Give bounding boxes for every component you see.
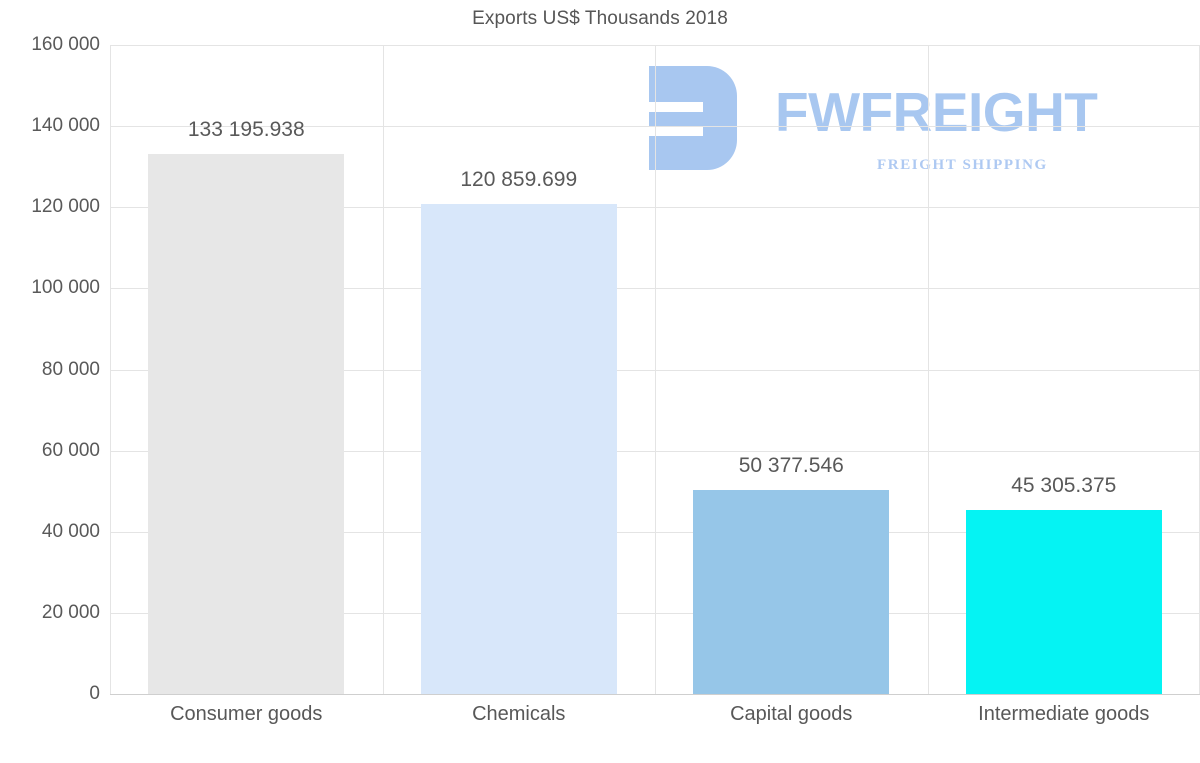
- bar-consumer-goods[interactable]: [148, 153, 345, 694]
- y-axis-tick-label: 40 000: [41, 520, 100, 542]
- y-axis-tick-label: 160 000: [31, 34, 100, 55]
- bar-intermediate-goods[interactable]: [965, 510, 1162, 694]
- gridline-horizontal: [110, 694, 1200, 695]
- y-axis-tick-label: 140 000: [31, 115, 100, 137]
- bar-capital-goods[interactable]: [693, 489, 890, 694]
- x-axis-category-label: Consumer goods: [170, 703, 323, 725]
- x-axis-category-label: Intermediate goods: [978, 703, 1150, 725]
- y-axis-tick-label: 80 000: [41, 358, 100, 380]
- bar-value-label: 50 377.546: [738, 453, 844, 477]
- x-axis-category-label: Capital goods: [730, 703, 853, 725]
- bars-layer: 133 195.938 120 859.699 50 377.546 45 305.3…: [110, 45, 1200, 694]
- gridline-category-divider: [382, 45, 384, 694]
- bar-value-label: 45 305.375: [1011, 474, 1117, 498]
- bar-value-label: 133 195.938: [187, 117, 305, 141]
- gridline-category-divider: [110, 45, 111, 694]
- bar-chemicals[interactable]: [420, 203, 617, 694]
- y-axis-tick-label: 120 000: [31, 196, 100, 218]
- y-axis-tick-label: 20 000: [41, 601, 100, 623]
- y-axis-tick-label: 60 000: [41, 439, 100, 461]
- y-axis-tick-label: 0: [89, 683, 100, 704]
- y-axis-ticks: 0 20 000 40 000 60 000 80 000 100 000 120 000 1…: [0, 0, 100, 763]
- bar-value-label: 120 859.699: [460, 167, 578, 191]
- page-title: Exports US$ Thousands 2018: [472, 8, 728, 29]
- y-axis-tick-label: 100 000: [31, 277, 100, 299]
- gridline-category-divider: [655, 45, 656, 694]
- gridline-category-divider: [927, 45, 929, 694]
- x-axis-category-label: Chemicals: [472, 703, 566, 725]
